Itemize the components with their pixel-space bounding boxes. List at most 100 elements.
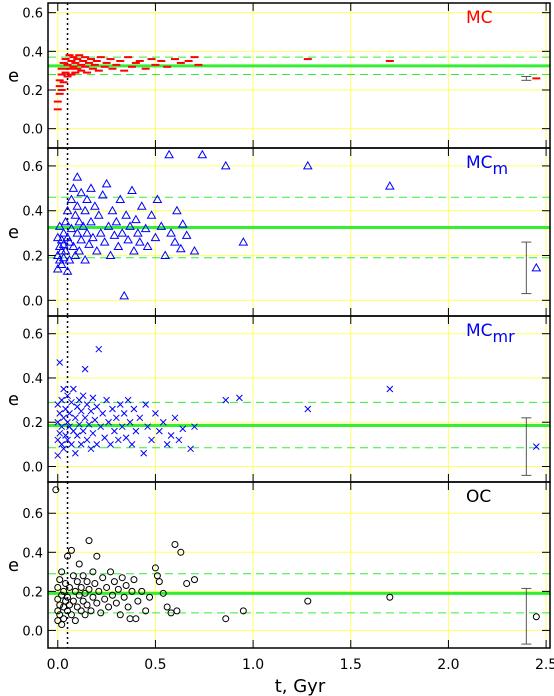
data-point (97, 423, 105, 431)
data-point (142, 607, 150, 615)
data-point (71, 587, 79, 595)
y-tick-label: 0.4 (22, 372, 43, 387)
data-point (93, 210, 104, 219)
data-point (58, 228, 69, 237)
data-point (110, 578, 118, 586)
data-point (124, 396, 132, 404)
data-point (67, 611, 75, 619)
data-point (170, 237, 180, 246)
x-tick-label: 1.5 (340, 657, 362, 673)
data-point (88, 232, 98, 242)
data-point (126, 615, 134, 623)
data-point (189, 246, 200, 255)
data-point (81, 611, 89, 619)
data-point (62, 580, 70, 588)
data-point (117, 228, 128, 237)
data-point (69, 572, 77, 580)
data-point (87, 607, 95, 615)
data-point (73, 578, 81, 586)
data-point (83, 601, 91, 609)
data-point (111, 216, 122, 226)
data-point (97, 190, 108, 199)
data-point (159, 589, 167, 597)
data-point (175, 436, 183, 444)
y-axis-label: e (8, 222, 19, 243)
data-point (171, 414, 179, 422)
data-point (155, 427, 163, 435)
data-point (136, 201, 147, 210)
y-tick-label: 0.6 (22, 7, 43, 22)
data-point (103, 221, 114, 230)
data-point (83, 401, 91, 408)
data-point (70, 210, 81, 219)
data-point (71, 414, 79, 422)
data-point (91, 416, 99, 424)
data-point (73, 603, 81, 611)
y-tick-label: 0.0 (22, 461, 43, 476)
data-point (72, 201, 83, 210)
data-point (175, 243, 186, 253)
y-tick-label: 0.2 (22, 84, 43, 99)
data-point (56, 601, 64, 609)
data-point (64, 392, 71, 400)
data-point (76, 187, 87, 197)
data-point (118, 574, 126, 582)
data-point (304, 597, 312, 605)
data-point (173, 607, 181, 615)
data-point (95, 587, 103, 595)
data-point (386, 593, 394, 601)
data-point (68, 398, 75, 406)
data-point (134, 237, 145, 246)
data-point (140, 449, 148, 457)
data-point (304, 405, 312, 413)
data-point (72, 228, 83, 237)
x-tick-label: 1.0 (242, 657, 264, 673)
data-point (75, 421, 83, 428)
data-point (160, 250, 171, 260)
data-point (171, 540, 179, 548)
data-point (101, 595, 109, 603)
data-point (58, 621, 66, 629)
data-point (222, 396, 230, 404)
y-axis-label: e (8, 389, 19, 410)
data-point (90, 201, 100, 210)
data-point (386, 385, 394, 393)
data-point (77, 607, 85, 615)
data-point (116, 401, 124, 408)
data-point (79, 427, 87, 435)
data-point (105, 603, 113, 611)
data-point (107, 441, 114, 448)
panel-label: MC (466, 8, 493, 28)
data-point (60, 246, 71, 255)
y-tick-label: 0.0 (22, 123, 43, 138)
data-point (80, 254, 90, 264)
data-point (130, 405, 138, 413)
data-point (177, 219, 188, 228)
data-point (128, 587, 136, 595)
data-point (302, 160, 313, 170)
panel-oc: 0.0 0.2 0.4 0.6 e OC (8, 481, 551, 649)
data-point (131, 214, 141, 224)
panel-label: OC (466, 487, 491, 507)
data-point (77, 441, 85, 448)
data-point (62, 205, 73, 215)
data-point (87, 407, 95, 415)
data-point (86, 216, 96, 226)
data-point (58, 396, 66, 404)
y-tick-label: 0.2 (22, 585, 43, 600)
data-point (115, 194, 126, 204)
x-tick-label: 0.5 (144, 657, 166, 673)
data-point (384, 181, 395, 190)
data-point (89, 568, 97, 576)
data-point (58, 239, 69, 248)
data-point (129, 246, 139, 255)
data-point (181, 230, 192, 239)
data-point (58, 441, 66, 448)
data-point (99, 574, 107, 582)
y-tick-label: 0.2 (22, 416, 43, 431)
data-point (101, 178, 112, 188)
data-point (72, 172, 83, 181)
y-axis-label: e (8, 555, 19, 576)
data-point (60, 587, 68, 595)
data-point (163, 603, 171, 611)
